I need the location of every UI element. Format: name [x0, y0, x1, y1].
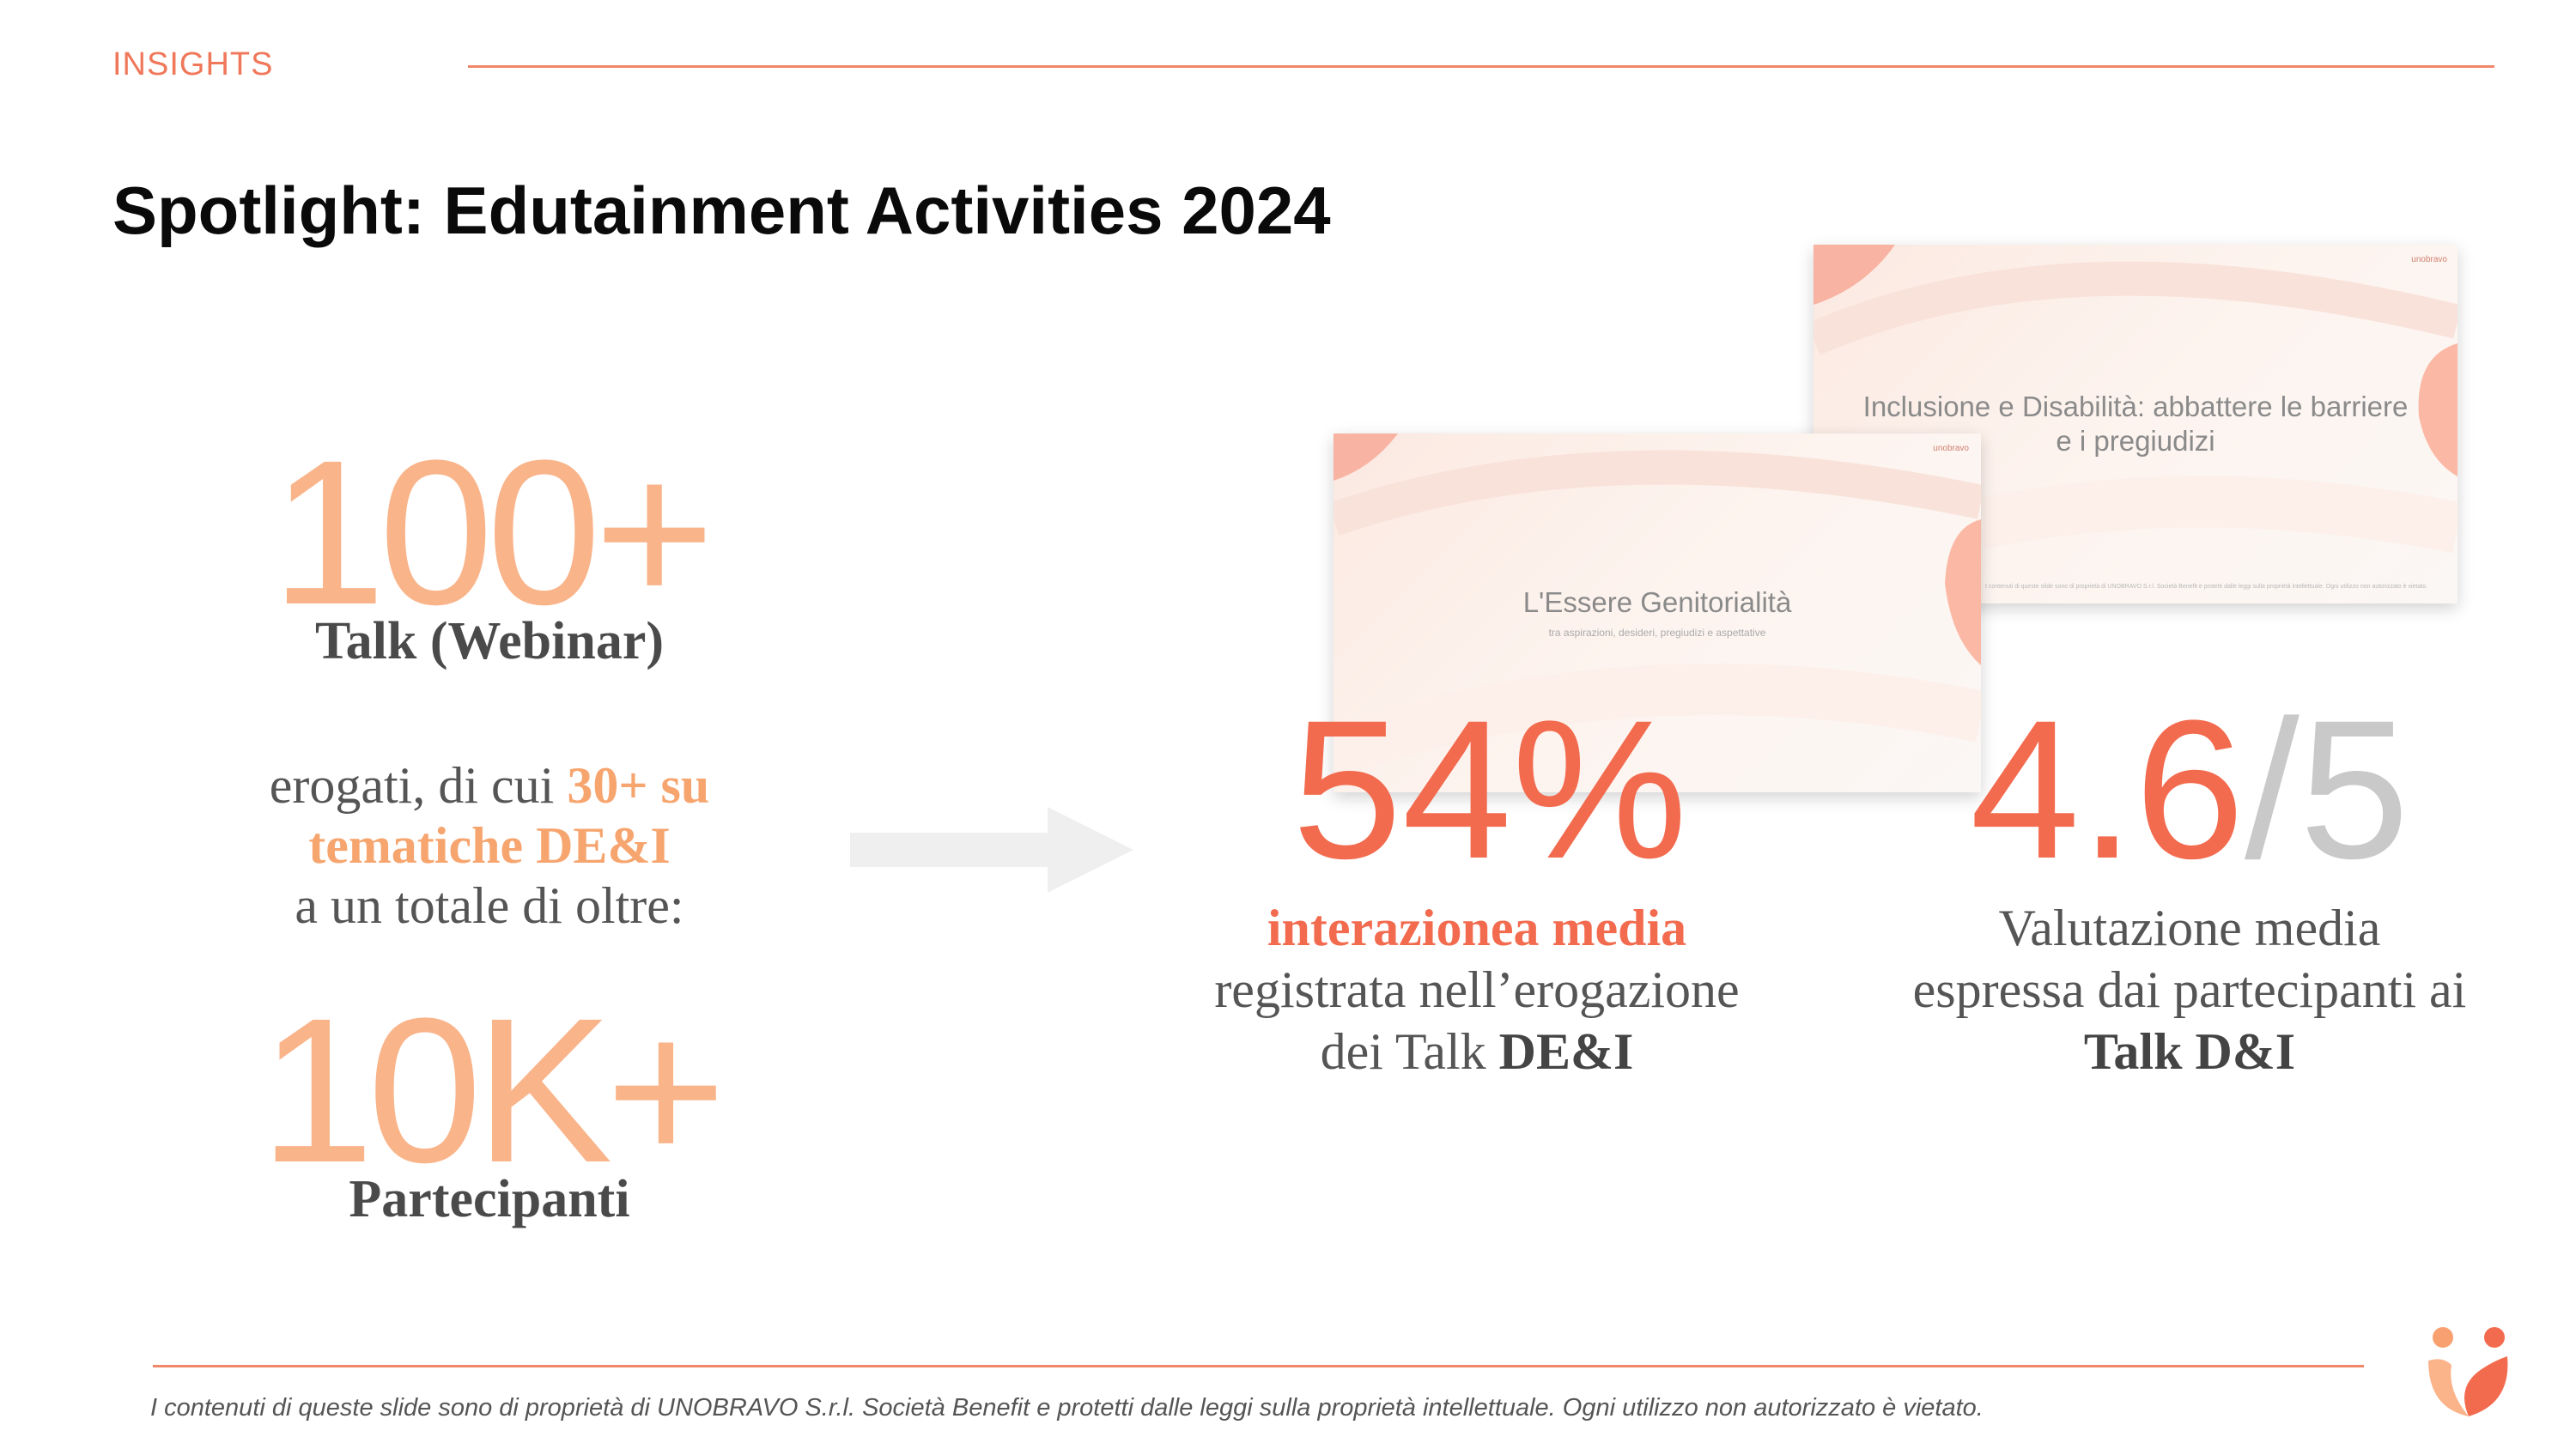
- slide-title-line-2: e i pregiudizi: [2056, 425, 2215, 457]
- interaction-line-3-prefix: dei Talk: [1320, 1023, 1499, 1080]
- desc-prefix: erogati, di cui: [269, 757, 568, 814]
- slide-title: L'Essere Genitorialità: [1522, 586, 1792, 618]
- talks-description: erogati, di cui 30+ su tematiche DE&I a …: [137, 755, 841, 936]
- desc-highlight-1: 30+ su: [567, 757, 710, 814]
- rating-display: 4.6/5: [1949, 691, 2430, 888]
- footer-divider: [153, 1365, 2364, 1367]
- interaction-line-2: registrata nell’erogazione: [1214, 961, 1740, 1018]
- section-label: INSIGHTS: [112, 46, 274, 82]
- slide-title-line-1: Inclusione e Disabilità: abbattere le ba…: [1862, 391, 2409, 422]
- rating-caption: Valutazione media espressa dai partecipa…: [1833, 897, 2546, 1082]
- desc-highlight-2: tematiche DE&I: [308, 817, 671, 874]
- slide-decoration: [1334, 433, 1981, 776]
- arrow-right-icon: [850, 807, 1133, 893]
- desc-line-3: a un totale di oltre:: [295, 877, 684, 934]
- rating-line-2: espressa dai partecipanti ai: [1912, 961, 2467, 1018]
- interaction-caption: interazionea media registrata nell’eroga…: [1129, 897, 1825, 1082]
- talks-count: 100+: [270, 417, 715, 647]
- interaction-value: 54%: [1291, 679, 1688, 900]
- footer-disclaimer: I contenuti di queste slide sono di prop…: [150, 1394, 1984, 1422]
- page-title: Spotlight: Edutainment Activities 2024: [112, 173, 1331, 248]
- interaction-line-1: interazionea media: [1267, 900, 1687, 956]
- participants-label: Partecipanti: [349, 1170, 630, 1228]
- slide-logo: unobravo: [2411, 255, 2447, 264]
- slide-footer: I contenuti di queste slide sono di prop…: [1985, 584, 2428, 590]
- participants-count: 10K+: [259, 975, 726, 1205]
- rating-value: 4.6: [1970, 679, 2245, 900]
- interaction-line-3-bold: DE&I: [1498, 1023, 1634, 1080]
- slide-subtitle: tra aspirazioni, desideri, pregiudizi e …: [1548, 627, 1766, 639]
- talks-label: Talk (Webinar): [315, 612, 664, 670]
- slide-logo: unobravo: [1933, 444, 1969, 453]
- rating-scale: /5: [2244, 679, 2409, 900]
- slide-thumbnail-front: unobravo L'Essere Genitorialità tra aspi…: [1334, 433, 1981, 792]
- rating-line-3: Talk D&I: [2083, 1023, 2296, 1080]
- unobravo-logo-icon: [2428, 1327, 2508, 1416]
- header-divider: [468, 65, 2494, 68]
- rating-line-1: Valutazione media: [1998, 900, 2381, 956]
